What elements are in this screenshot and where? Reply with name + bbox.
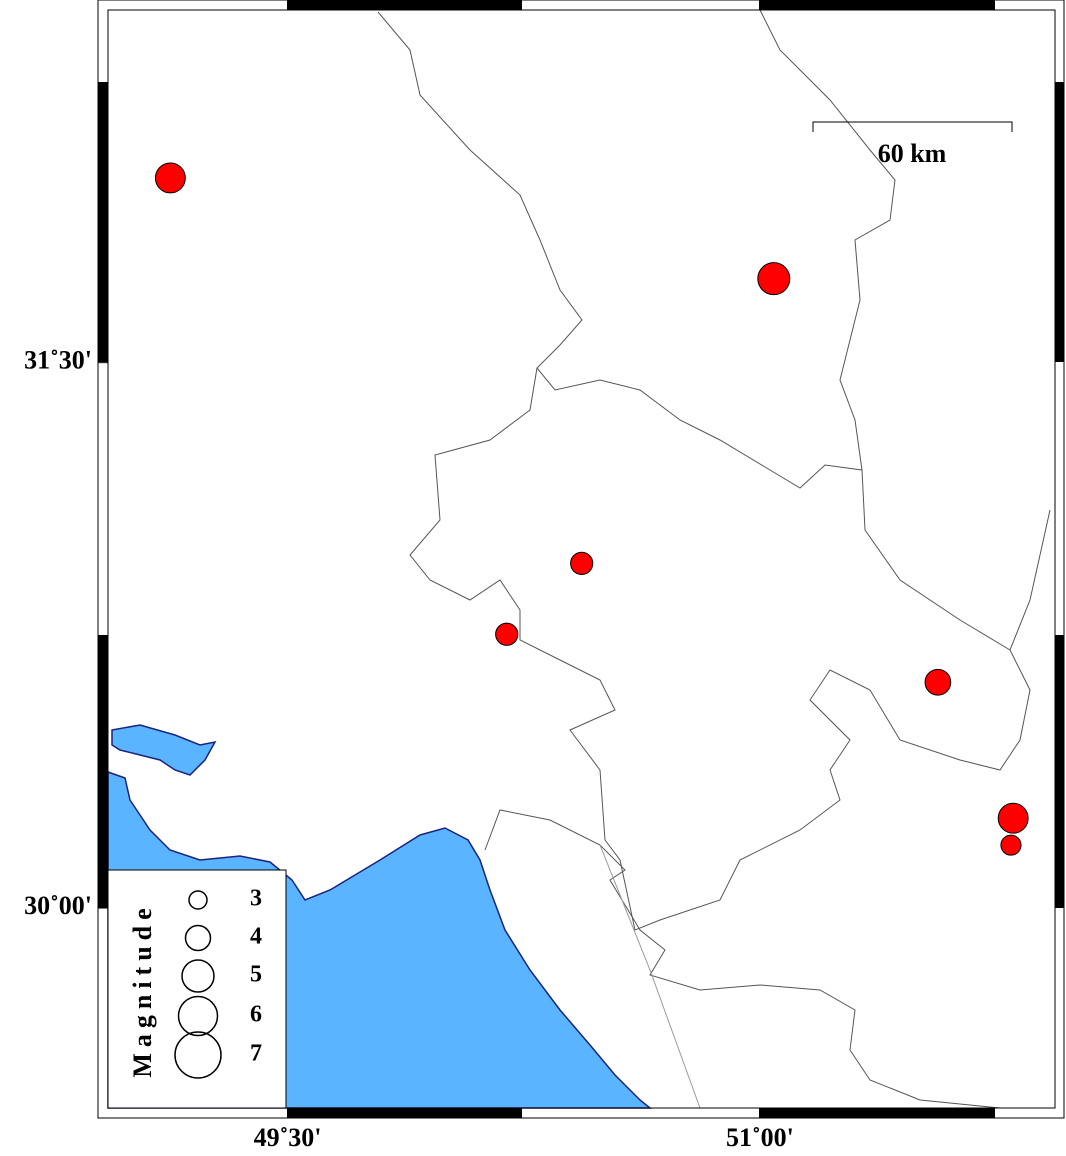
event	[570, 551, 594, 575]
frame	[97, 0, 1065, 1119]
scale-label: 60 km	[878, 139, 947, 168]
event	[924, 668, 952, 696]
legend-label: 5	[250, 962, 262, 988]
x-tick-label: 49˚30'	[254, 1123, 322, 1152]
legend-label: 6	[250, 1002, 262, 1028]
legend-symbol	[184, 924, 212, 952]
legend-symbol	[174, 1031, 222, 1079]
event	[757, 262, 791, 296]
event	[154, 162, 186, 194]
y-tick-label: 31˚30'	[24, 346, 92, 375]
event	[1000, 834, 1022, 856]
legend-symbol	[181, 959, 215, 993]
y-tick-label: 30˚00'	[24, 891, 92, 920]
boundaries	[377, 9, 1051, 1109]
legend-label: 3	[250, 886, 262, 912]
event	[997, 802, 1029, 834]
legend-label: 7	[250, 1041, 262, 1067]
legend: Magnitude 3 4 5 6 7	[107, 869, 287, 1109]
scale-bar: 60 km	[812, 121, 1013, 168]
event	[495, 622, 519, 646]
legend-symbol	[188, 890, 208, 910]
legend-label: 4	[250, 924, 262, 950]
legend-symbol	[177, 995, 219, 1037]
legend-title: Magnitude	[128, 902, 157, 1077]
x-tick-label: 51˚00'	[726, 1123, 794, 1152]
